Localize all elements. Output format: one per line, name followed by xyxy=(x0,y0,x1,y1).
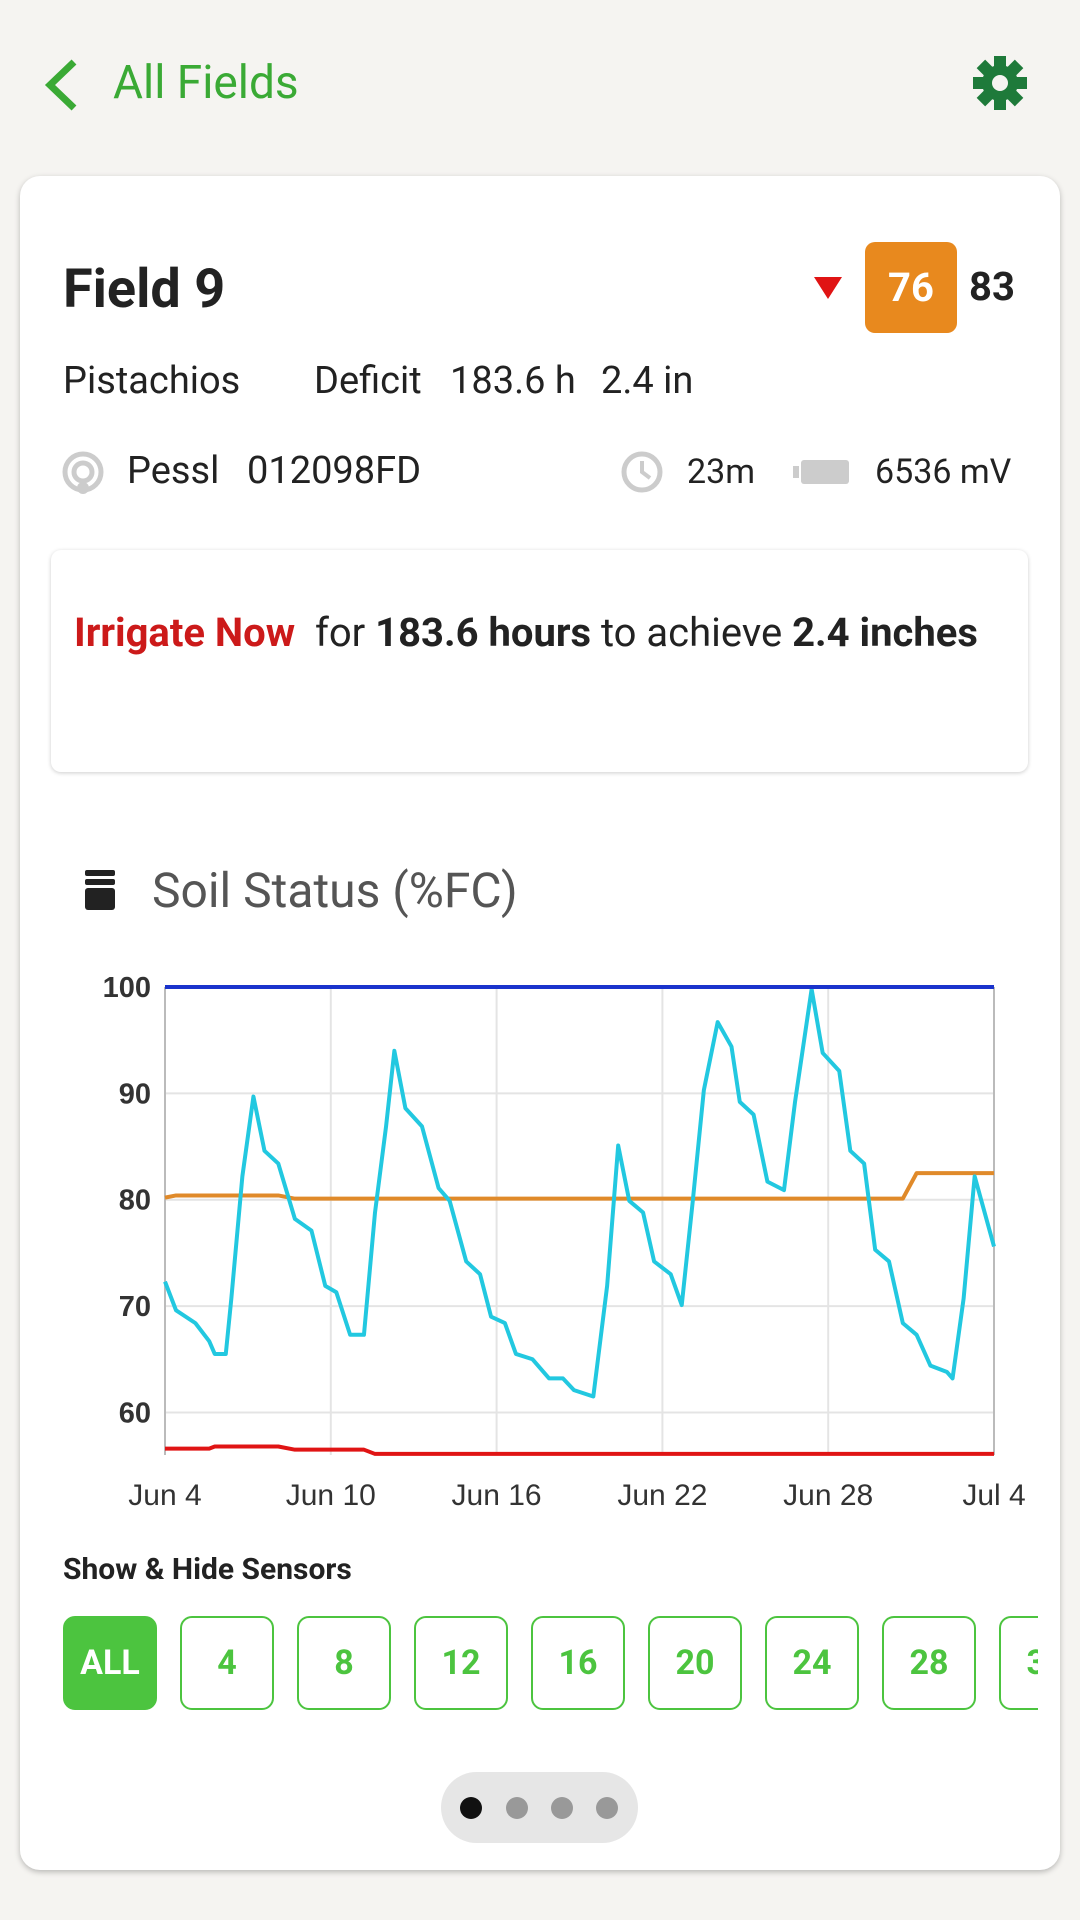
settings-icon[interactable] xyxy=(972,55,1028,111)
y-tick-label: 70 xyxy=(119,1291,151,1323)
chart-icon xyxy=(85,870,115,910)
recommendation: Irrigate Now for 183.6 hours to achieve … xyxy=(51,550,1028,772)
text: to achieve xyxy=(600,609,783,656)
x-tick-label: Jun 28 xyxy=(783,1479,873,1512)
y-tick-label: 60 xyxy=(119,1397,151,1429)
action: Irrigate Now xyxy=(74,609,296,656)
x-tick-label: Jun 10 xyxy=(286,1479,376,1512)
deficit-hours: 183.6 h xyxy=(450,359,576,403)
x-tick-label: Jun 22 xyxy=(617,1479,707,1512)
sensor-button[interactable]: 12 xyxy=(414,1616,508,1710)
y-tick-label: 90 xyxy=(119,1078,151,1110)
field-card xyxy=(20,176,1060,1870)
sensor-buttons: ALL48121620242832 xyxy=(63,1616,1038,1712)
sensor-button[interactable]: 28 xyxy=(882,1616,976,1710)
series-line xyxy=(163,987,996,1399)
amount: 2.4 inches xyxy=(792,609,978,656)
sensor-button[interactable]: 4 xyxy=(180,1616,274,1710)
previous-score: 83 xyxy=(969,263,1015,310)
y-tick-label: 80 xyxy=(119,1185,151,1217)
x-tick-label: Jun 4 xyxy=(128,1479,201,1512)
sensor-button[interactable]: 8 xyxy=(297,1616,391,1710)
sensor-button[interactable]: 24 xyxy=(765,1616,859,1710)
chart-title: Soil Status (%FC) xyxy=(152,862,518,919)
back-icon[interactable] xyxy=(42,58,82,112)
crop: Pistachios xyxy=(63,359,241,403)
sensor-button[interactable]: 32 xyxy=(999,1616,1038,1710)
last-update: 23m xyxy=(687,452,756,492)
x-tick-label: Jun 16 xyxy=(452,1479,542,1512)
sensor-brand: Pessl xyxy=(127,449,220,493)
deficit-inches: 2.4 in xyxy=(601,359,694,403)
pager-dots xyxy=(460,1797,618,1819)
hours: 183.6 hours xyxy=(375,609,592,656)
pager xyxy=(441,1772,638,1843)
field-name: Field 9 xyxy=(63,258,226,321)
sensor-button[interactable]: 16 xyxy=(531,1616,625,1710)
sensors-title: Show & Hide Sensors xyxy=(63,1552,352,1587)
score-badge: 76 xyxy=(865,242,957,333)
clock-icon xyxy=(621,451,663,493)
text: for xyxy=(314,609,366,656)
battery-icon xyxy=(793,460,849,484)
chart: 60 70 80 90 100 Jun 4 Jun 10 Jun 16 Jun 22 Jun 28… xyxy=(103,972,1026,1512)
y-tick-label: 100 xyxy=(103,972,151,1004)
sensor-id: 012098FD xyxy=(247,449,422,493)
trend-down-icon xyxy=(814,277,842,299)
series-line xyxy=(165,1444,994,1456)
x-tick-label: Jul 4 xyxy=(962,1479,1025,1512)
sensor-icon xyxy=(62,451,104,494)
deficit-label: Deficit xyxy=(314,359,422,403)
back-link[interactable]: All Fields xyxy=(113,56,299,110)
battery-voltage: 6536 mV xyxy=(875,452,1012,492)
sensor-button[interactable]: ALL xyxy=(63,1616,157,1710)
sensor-button[interactable]: 20 xyxy=(648,1616,742,1710)
